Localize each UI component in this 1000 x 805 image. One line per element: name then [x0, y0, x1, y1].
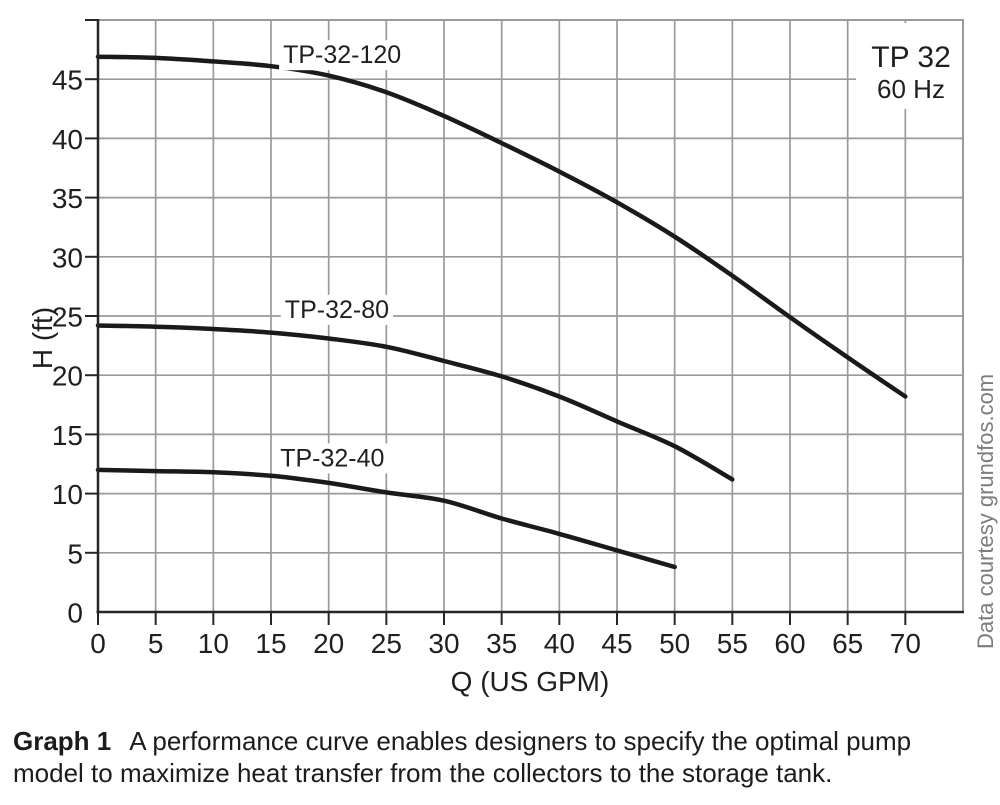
- caption-text-1: A performance curve enables designers to…: [129, 726, 911, 756]
- tick-label-x-0: 0: [90, 628, 106, 659]
- tick-label-x-5: 5: [148, 628, 164, 659]
- caption-line-1: Graph 1 A performance curve enables desig…: [13, 726, 911, 756]
- tick-label-x-30: 30: [428, 628, 459, 659]
- tick-label-x-65: 65: [832, 628, 863, 659]
- tick-label-y-45: 45: [52, 65, 83, 96]
- tick-label-x-70: 70: [890, 628, 921, 659]
- curves: TP-32-120 TP-32-80 TP-32-40: [95, 40, 908, 570]
- curve-label-background-tp-32-80: [280, 294, 394, 325]
- tick-label-x-10: 10: [198, 628, 229, 659]
- curve-label-background-tp-32-40: [276, 443, 389, 474]
- tick-labels: 0 5 10 15 20 25 30 35 40 45 50 55 60 65 70 0 5 10 15 20 25 30…: [52, 65, 921, 659]
- tick-label-y-20: 20: [52, 361, 83, 392]
- curve-label-tp-32-40: TP-32-40: [280, 444, 384, 472]
- curve-label-background-tp-32-120: [279, 40, 406, 71]
- curve-tp-32-120: [95, 54, 908, 399]
- curve-label-tp-32-120: TP-32-120: [283, 41, 401, 69]
- tick-label-y-25: 25: [52, 302, 83, 333]
- tick-label-y-35: 35: [52, 183, 83, 214]
- tick-label-x-60: 60: [774, 628, 805, 659]
- tick-label-x-20: 20: [313, 628, 344, 659]
- tick-label-x-25: 25: [371, 628, 402, 659]
- tick-label-x-40: 40: [544, 628, 575, 659]
- x-axis-title: Q (US GPM): [451, 666, 610, 697]
- data-source-note: Data courtesy grundfos.com: [973, 374, 998, 649]
- caption-label: Graph 1: [13, 726, 111, 756]
- tick-label-x-15: 15: [255, 628, 286, 659]
- gridlines: [98, 20, 963, 612]
- tick-label-y-30: 30: [52, 242, 83, 273]
- tick-label-y-15: 15: [52, 420, 83, 451]
- tick-label-y-40: 40: [52, 124, 83, 155]
- curve-tp-32-40: [95, 467, 677, 570]
- tick-label-x-35: 35: [486, 628, 517, 659]
- tick-label-x-50: 50: [659, 628, 690, 659]
- tick-label-x-45: 45: [601, 628, 632, 659]
- corner-model-label: TP 32: [871, 41, 951, 74]
- corner-frequency-label: 60 Hz: [877, 74, 945, 104]
- curve-tp-32-80: [95, 323, 735, 482]
- tick-label-x-55: 55: [717, 628, 748, 659]
- axis-ticks: [85, 19, 907, 625]
- tick-label-y-10: 10: [52, 479, 83, 510]
- corner-label-background: [856, 23, 962, 109]
- tick-label-y-0: 0: [67, 598, 83, 629]
- tick-label-y-5: 5: [67, 538, 83, 569]
- caption-line-2: model to maximize heat transfer from the…: [13, 758, 832, 788]
- curve-label-tp-32-80: TP-32-80: [285, 296, 389, 324]
- y-axis-title: H (ft): [27, 307, 58, 369]
